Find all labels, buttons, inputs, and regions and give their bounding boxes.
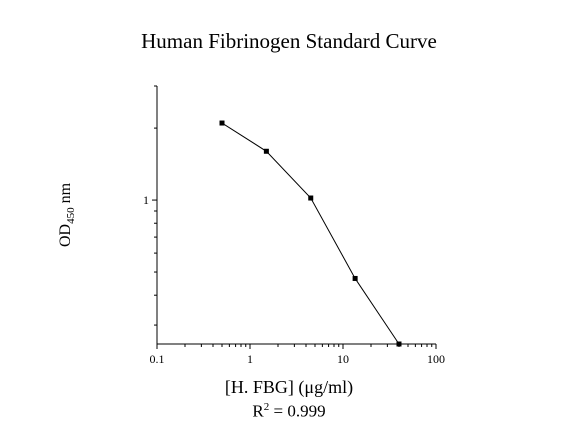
- r-squared-value: = 0.999: [269, 401, 326, 421]
- data-point: [308, 195, 314, 201]
- x-tick-label: 10: [337, 352, 349, 366]
- tick-labels: 0.1 1 10 100 1: [143, 193, 445, 366]
- tick-marks: [152, 85, 437, 349]
- data-point: [396, 341, 402, 347]
- data-point: [263, 148, 269, 154]
- r-squared-superscript: 2: [263, 401, 270, 413]
- y-tick-label: 1: [143, 193, 149, 207]
- x-tick-label: 0.1: [150, 352, 165, 366]
- x-axis-label: [H. FBG] (μg/ml): [224, 377, 354, 397]
- axes: [156, 86, 436, 345]
- r-squared-annotation: R2 = 0.999: [0, 401, 578, 422]
- series-layer: [219, 120, 402, 347]
- x-tick-label: 100: [427, 352, 445, 366]
- r-squared-prefix: R: [252, 401, 264, 421]
- data-point: [219, 120, 225, 126]
- series-line: [221, 122, 400, 345]
- chart-title: Human Fibrinogen Standard Curve: [141, 29, 437, 53]
- x-tick-label: 1: [247, 352, 253, 366]
- data-point: [352, 275, 358, 281]
